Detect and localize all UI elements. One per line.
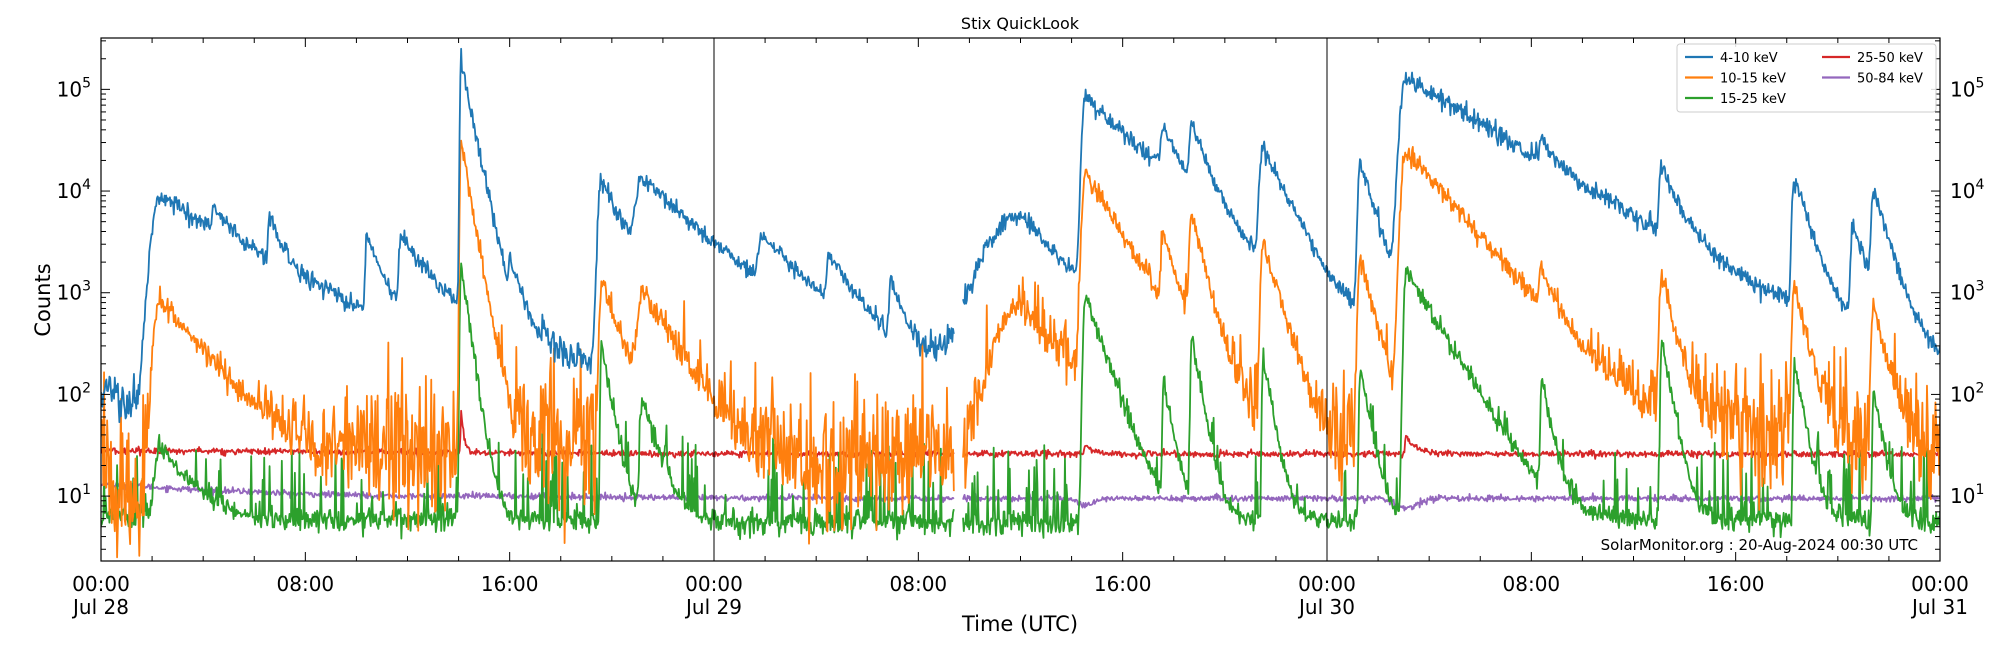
source-annotation: SolarMonitor.org : 20-Aug-2024 00:30 UTC [1601, 536, 1918, 554]
x-tick-label: 00:00 [1911, 572, 1969, 596]
y-tick-label-left: 103 [57, 279, 91, 305]
legend-entry-label: 50-84 keV [1857, 72, 1923, 87]
x-axis-label: Time (UTC) [961, 612, 1078, 636]
chart-title: Stix QuickLook [961, 14, 1080, 33]
series-line-4-10-keV [101, 47, 1940, 424]
x-tick-label: 08:00 [277, 572, 335, 596]
x-tick-date-label: Jul 29 [684, 595, 742, 619]
y-tick-label-left: 102 [57, 380, 91, 406]
legend: 4-10 keV 10-15 keV 15-25 keV 25-50 keV 50-84… [1676, 43, 1937, 113]
x-tick-date-label: Jul 28 [71, 595, 129, 619]
series-line-10-15-keV [101, 139, 1940, 559]
series-line-15-25-keV [101, 262, 1940, 541]
series-layer [101, 47, 1940, 559]
x-tick-label: 16:00 [481, 572, 539, 596]
y-tick-label-right: 103 [1950, 279, 1984, 305]
legend-box [1676, 43, 1937, 113]
y-tick-label-right: 101 [1950, 482, 1984, 508]
y-tick-label-left: 101 [57, 482, 91, 508]
x-tick-label: 08:00 [1503, 572, 1561, 596]
day-boundary-lines [713, 38, 1328, 561]
legend-entry-label: 15-25 keV [1720, 92, 1786, 107]
legend-entry-label: 4-10 keV [1720, 51, 1778, 66]
x-tick-label: 00:00 [1298, 572, 1356, 596]
x-tick-date-label: Jul 31 [1910, 595, 1968, 619]
y-axis: 101 101 102 102 103 103 104 104 105 105 [57, 40, 1984, 550]
y-tick-label-left: 104 [57, 177, 91, 203]
x-tick-label: 00:00 [72, 572, 130, 596]
y-tick-label-right: 102 [1950, 380, 1984, 406]
y-tick-label-right: 104 [1950, 177, 1984, 203]
x-tick-label: 00:00 [685, 572, 743, 596]
y-axis-label: Counts [31, 263, 55, 336]
y-tick-label-right: 105 [1950, 75, 1984, 101]
y-tick-label-left: 105 [57, 75, 91, 101]
x-tick-date-label: Jul 30 [1297, 595, 1355, 619]
x-tick-label: 16:00 [1094, 572, 1152, 596]
x-tick-label: 08:00 [890, 572, 948, 596]
legend-entry-label: 25-50 keV [1857, 51, 1923, 66]
legend-entry-label: 10-15 keV [1720, 72, 1786, 87]
x-tick-label: 16:00 [1707, 572, 1765, 596]
